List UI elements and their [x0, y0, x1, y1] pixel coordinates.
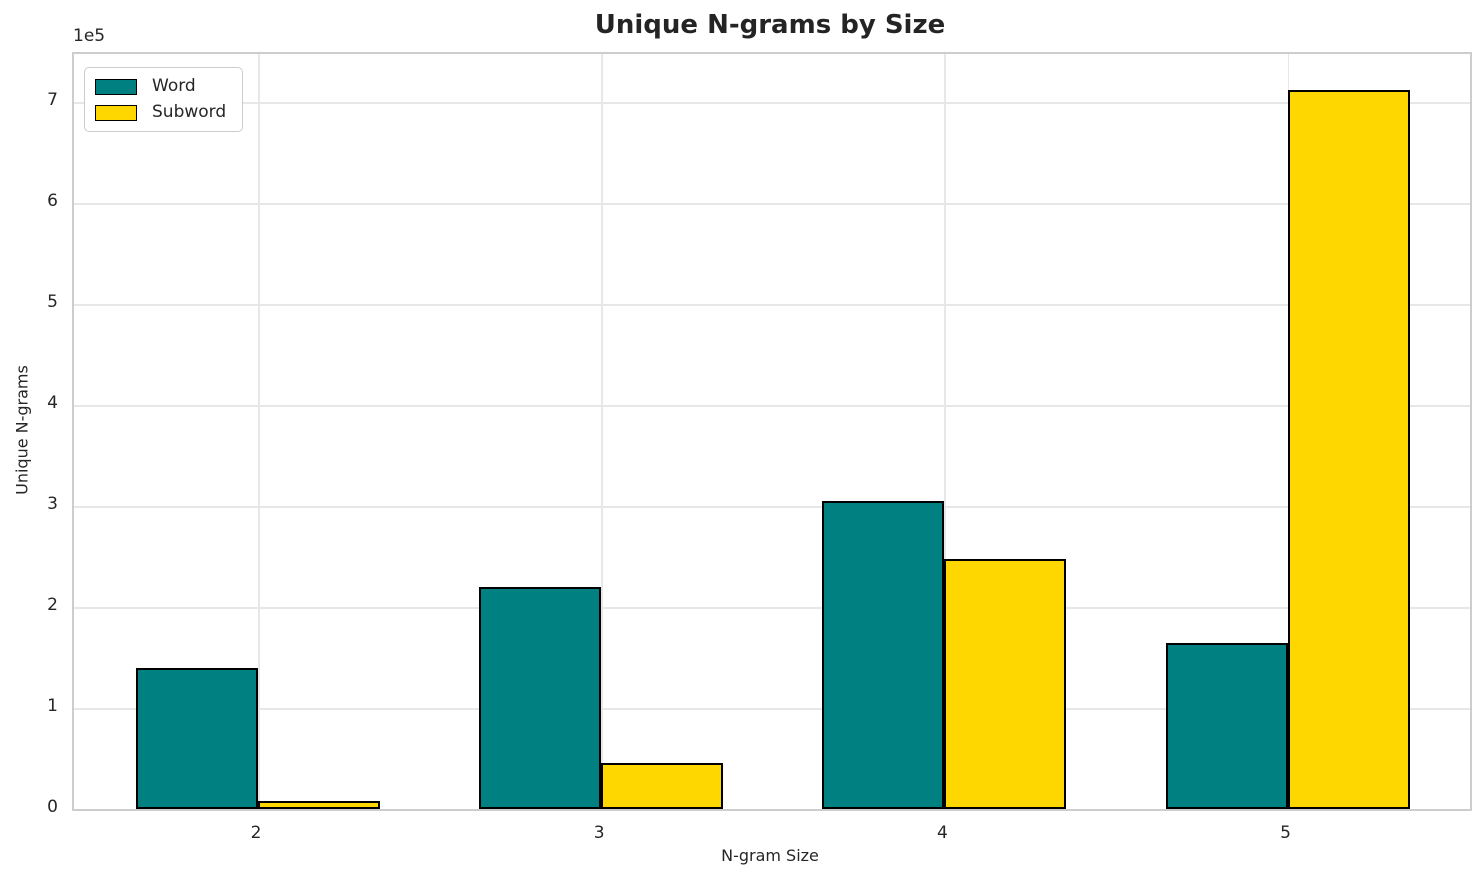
legend-swatch-icon: [95, 104, 137, 121]
legend-swatch-icon: [95, 78, 137, 95]
x-tick-label: 4: [936, 823, 948, 843]
y-gridline: [74, 304, 1470, 306]
y-axis-label: Unique N-grams: [12, 365, 32, 495]
bar-subword-3: [601, 762, 724, 809]
y-tick-label: 4: [47, 393, 58, 414]
legend-item-word: Word: [95, 78, 226, 95]
y-tick-label: 7: [47, 90, 58, 111]
y-tick-label: 5: [47, 292, 58, 313]
y-gridline: [74, 506, 1470, 508]
bar-word-5: [1165, 643, 1288, 809]
y-gridline: [74, 607, 1470, 609]
legend-label: Subword: [152, 102, 227, 122]
y-gridline: [74, 405, 1470, 407]
y-tick-label: 6: [47, 191, 58, 212]
bar-word-3: [479, 586, 602, 809]
legend-label: Word: [152, 76, 196, 96]
plot-area: Word Subword: [72, 52, 1472, 811]
y-axis-offset-text: 1e5: [73, 26, 106, 46]
y-tick-label: 3: [47, 494, 58, 515]
x-gridline: [258, 54, 260, 809]
x-tick-label: 5: [1280, 823, 1291, 843]
y-gridline: [74, 708, 1470, 710]
y-tick-label: 1: [47, 696, 58, 717]
x-axis-label: N-gram Size: [721, 846, 819, 865]
y-tick-label: 2: [47, 595, 58, 616]
bar-word-4: [822, 501, 945, 809]
bar-subword-2: [258, 801, 380, 809]
chart-title: Unique N-grams by Size: [594, 10, 946, 40]
bar-subword-5: [1287, 90, 1410, 809]
legend: Word Subword: [84, 67, 244, 132]
y-tick-label: 0: [47, 797, 58, 817]
y-gridline: [74, 102, 1470, 104]
x-gridline: [944, 54, 946, 809]
bar-word-2: [136, 667, 258, 809]
x-tick-label: 3: [593, 823, 605, 843]
legend-item-subword: Subword: [95, 104, 226, 121]
y-gridline: [74, 203, 1470, 205]
x-gridline: [601, 54, 603, 809]
x-tick-label: 2: [250, 823, 262, 843]
bar-subword-4: [944, 558, 1067, 809]
